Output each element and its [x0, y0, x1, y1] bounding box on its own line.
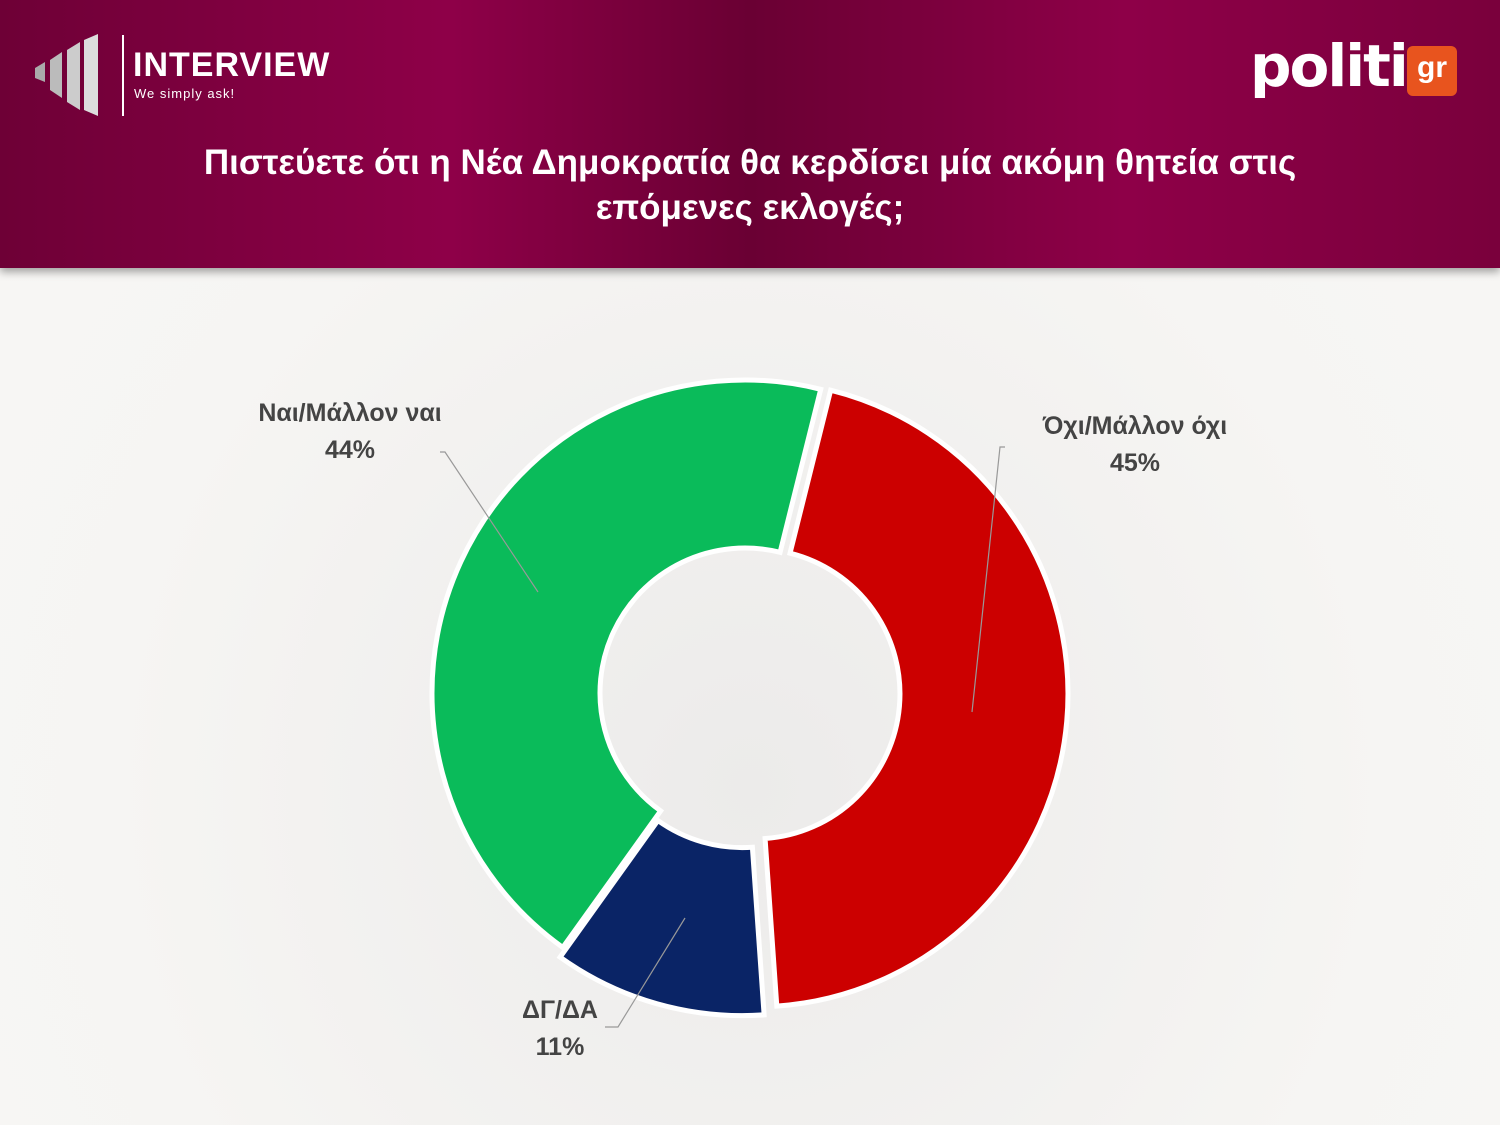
donut-segment [556, 817, 767, 1019]
brand: INTERVIEW [133, 46, 331, 84]
partner-suffix: gr [1407, 46, 1457, 96]
tagline: We simply ask! [134, 86, 236, 101]
header: INTERVIEW We simply ask! politic gr Πιστ… [0, 0, 1500, 268]
chart-title: Πιστεύετε ότι η Νέα Δημοκρατία θα κερδίσ… [203, 143, 1297, 227]
segment-label: Ναι/Μάλλον ναι 44% [255, 395, 445, 469]
logo-icon [35, 34, 124, 116]
segment-label: Όχι/Μάλλον όχι 45% [1005, 408, 1265, 482]
leader-line [605, 917, 686, 1028]
donut-segment [429, 377, 824, 951]
leader-line [440, 451, 539, 593]
value-label: 45% [1109, 449, 1161, 477]
value-label: 11% [535, 1033, 585, 1061]
donut-segment [762, 387, 1071, 1009]
category-label: ΔΓ/ΔΑ [522, 996, 598, 1024]
leader-line [971, 446, 1005, 713]
segment-label: ΔΓ/ΔΑ 11% [480, 992, 640, 1066]
value-label: 44% [324, 436, 376, 464]
category-label: Όχι/Μάλλον όχι [1042, 412, 1228, 440]
category-label: Ναι/Μάλλον ναι [258, 399, 442, 427]
